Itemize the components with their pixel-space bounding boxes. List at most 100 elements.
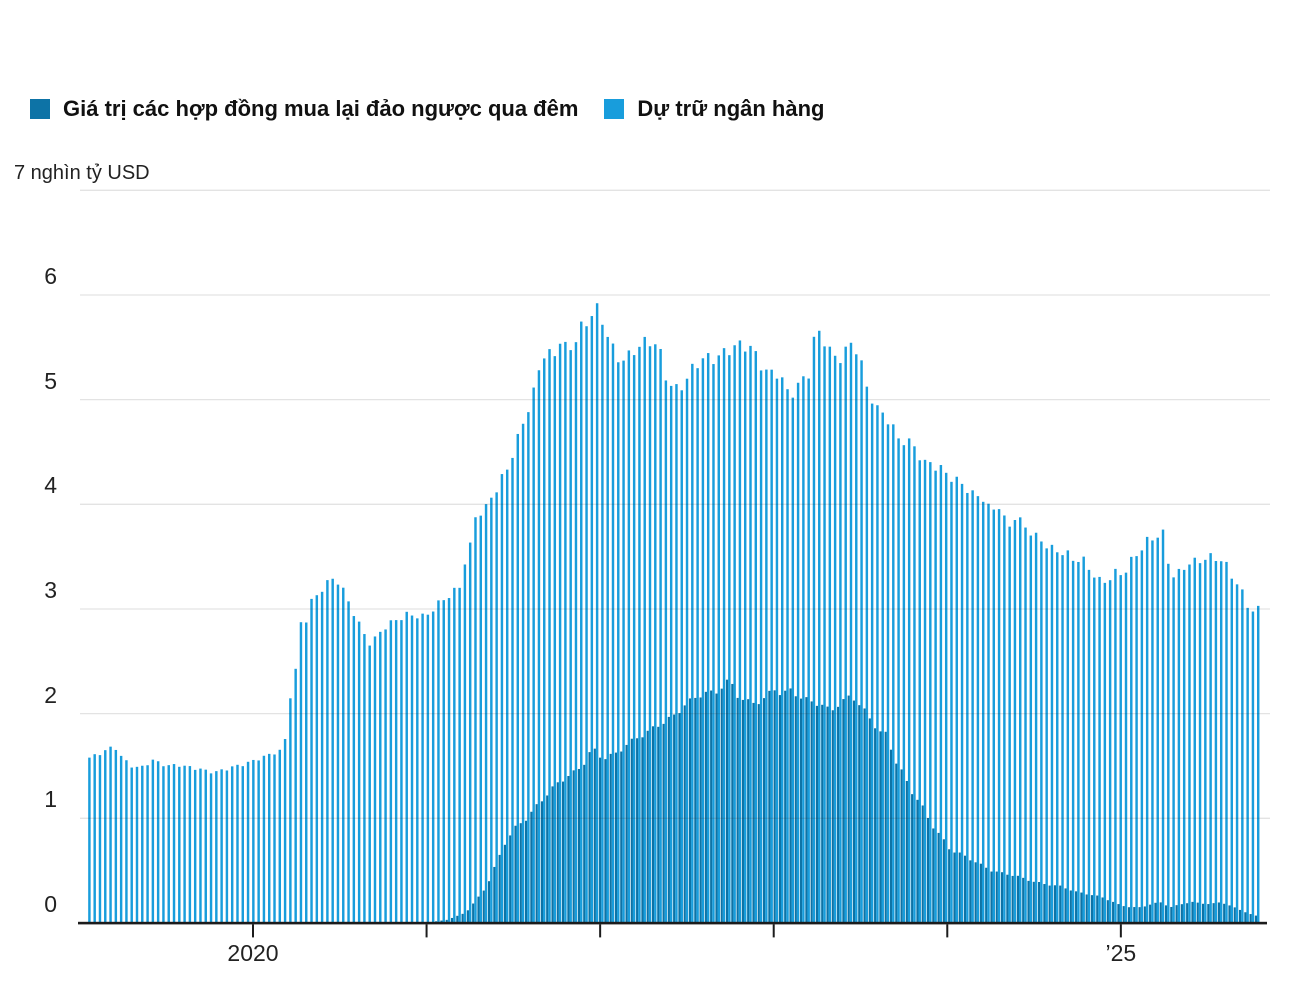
bar-reserves	[981, 501, 985, 923]
bar-reserves	[342, 587, 345, 923]
bar-repo	[678, 713, 681, 923]
bar-reserves	[902, 445, 906, 923]
bar-repo	[1149, 904, 1152, 923]
bar-repo	[1217, 902, 1220, 923]
bar-repo	[784, 690, 787, 923]
bar-reserves	[987, 503, 990, 923]
bar-repo	[1207, 904, 1210, 923]
bar-reserves	[1040, 541, 1043, 923]
bar-repo	[683, 705, 686, 923]
bar-reserves	[1077, 561, 1080, 923]
bar-reserves	[178, 766, 181, 923]
bar-repo	[953, 852, 956, 923]
bar-repo	[1196, 902, 1199, 923]
bar-reserves	[363, 634, 366, 923]
bar-reserves	[209, 773, 213, 923]
bar-reserves	[1167, 563, 1170, 923]
bar-repo	[789, 688, 792, 923]
bar-repo	[1228, 905, 1231, 923]
bar-reserves	[151, 759, 155, 923]
bar-repo	[609, 753, 612, 923]
bar-reserves	[1003, 515, 1006, 923]
bar-repo	[440, 920, 443, 923]
bar-reserves	[1204, 559, 1207, 923]
bar-reserves	[659, 348, 662, 924]
bar-reserves	[384, 629, 387, 923]
bar-reserves	[717, 355, 720, 924]
bar-repo	[926, 817, 930, 923]
bar-reserves	[141, 765, 144, 923]
bar-reserves	[410, 615, 414, 923]
bar-reserves	[1225, 561, 1228, 923]
bar-repo	[852, 700, 856, 923]
bar-reserves	[1050, 544, 1054, 923]
bar-repo	[540, 801, 544, 923]
bar-repo	[1180, 904, 1183, 923]
bar-repo	[1022, 877, 1025, 923]
bar-repo	[1233, 907, 1236, 923]
bar-repo	[1090, 895, 1094, 923]
bar-repo	[450, 917, 454, 923]
bar-repo	[599, 757, 602, 923]
bar-reserves	[1177, 568, 1181, 923]
bar-reserves	[886, 424, 890, 923]
bar-reserves	[738, 340, 742, 924]
bar-repo	[667, 716, 670, 923]
bar-repo	[546, 795, 549, 923]
bar-reserves	[654, 344, 657, 924]
bar-reserves	[267, 753, 271, 923]
bar-repo	[831, 710, 834, 923]
bar-reserves	[130, 767, 133, 923]
x-axis-tick	[599, 924, 602, 938]
y-axis-tick-label: 1	[44, 786, 57, 813]
bar-repo	[974, 862, 977, 923]
bar-reserves	[236, 764, 239, 923]
bar-reserves	[553, 356, 557, 923]
bar-reserves	[611, 343, 615, 924]
bar-repo	[1170, 906, 1173, 923]
bar-repo	[662, 723, 665, 923]
bar-reserves	[1082, 556, 1085, 923]
bar-reserves	[225, 770, 229, 923]
bar-repo	[593, 748, 596, 923]
bar-reserves	[1119, 575, 1122, 923]
bar-repo	[937, 832, 940, 923]
bar-repo	[466, 910, 469, 923]
bar-reserves	[865, 386, 869, 923]
bar-reserves	[368, 645, 371, 923]
bar-reserves	[754, 351, 758, 923]
bar-repo	[1159, 902, 1162, 923]
bar-reserves	[955, 476, 958, 923]
bar-reserves	[918, 460, 921, 923]
bar-repo	[847, 695, 850, 923]
bar-reserves	[331, 578, 334, 923]
bar-repo	[916, 799, 919, 923]
bar-reserves	[1161, 529, 1165, 923]
bar-repo	[731, 683, 734, 923]
x-axis-tick	[1119, 924, 1122, 938]
bar-repo	[630, 738, 633, 923]
bar-repo	[1186, 903, 1189, 923]
bar-repo	[863, 708, 866, 923]
bar-reserves	[289, 698, 292, 923]
bar-repo	[762, 698, 766, 923]
bar-reserves	[273, 754, 276, 923]
bar-repo	[837, 706, 840, 923]
bar-repo	[583, 764, 586, 923]
bar-reserves	[807, 378, 810, 923]
bar-repo	[477, 896, 480, 923]
bar-reserves	[833, 355, 837, 924]
bar-reserves	[183, 765, 186, 923]
bar-repo	[1244, 912, 1247, 923]
bar-reserves	[162, 766, 165, 923]
bar-reserves	[416, 618, 419, 923]
bar-repo	[614, 752, 618, 923]
bar-repo	[1122, 906, 1125, 923]
bar-repo	[826, 706, 829, 923]
bar-repo	[456, 915, 459, 923]
bar-repo	[1106, 900, 1109, 923]
bar-reserves	[939, 465, 943, 923]
bar-reserves	[479, 515, 482, 923]
chart-legend: Giá trị các hợp đồng mua lại đảo ngược q…	[30, 96, 824, 122]
